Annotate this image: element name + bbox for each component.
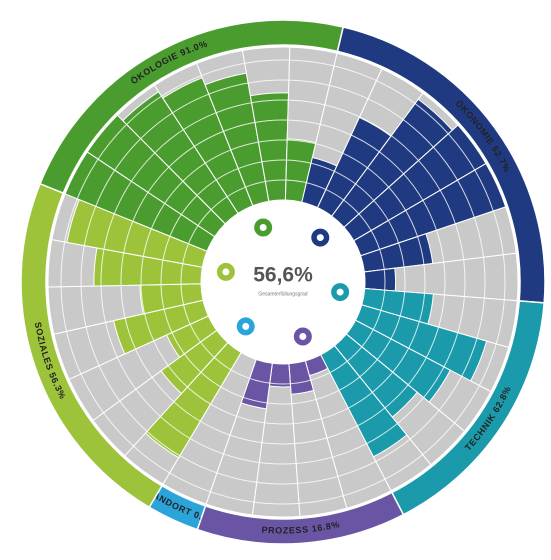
ring-line: [60, 59, 506, 505]
ring-line: [100, 99, 466, 465]
ring-line: [180, 179, 386, 385]
total-value: 56,6%: [253, 264, 313, 287]
category-name: PROZESS: [261, 525, 309, 536]
category-icon-glyph: [299, 333, 307, 341]
criterion-fill: [363, 267, 397, 292]
category-band: [20, 182, 163, 509]
category-icon-glyph: [242, 322, 250, 330]
category-icon-glyph: [259, 223, 267, 231]
criterion-fill: [66, 199, 208, 268]
category-icon-glyph: [336, 288, 344, 296]
ring-line: [80, 79, 486, 485]
ring-line: [140, 139, 426, 425]
ring-line: [160, 159, 406, 405]
category-icon-glyph: [222, 268, 230, 276]
category-icon-glyph: [316, 234, 324, 242]
ring-line: [120, 119, 446, 445]
total-label: Gesamterfüllungsgrad: [258, 291, 307, 297]
